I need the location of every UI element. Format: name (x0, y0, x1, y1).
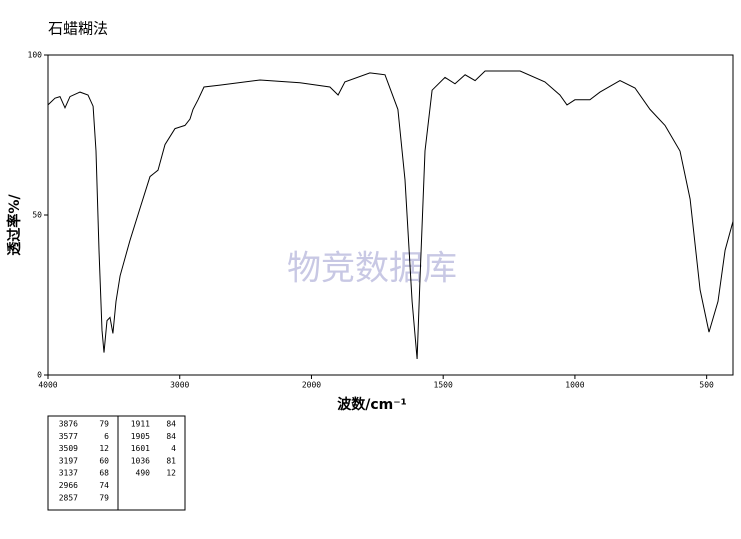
table-cell: 12 (166, 469, 176, 478)
y-tick-label: 100 (28, 51, 43, 60)
table-cell: 84 (166, 432, 176, 441)
table-cell: 3197 (59, 456, 78, 465)
watermark: 物竞数据库 (287, 249, 457, 289)
table-cell: 1905 (131, 432, 150, 441)
table-cell: 84 (166, 420, 176, 429)
peak-table (47, 415, 186, 511)
table-cell: 1601 (131, 444, 150, 453)
table-cell: 79 (99, 493, 109, 502)
plot-frame (47, 54, 734, 376)
table-cell: 4 (171, 444, 176, 453)
y-axis-label: 透过率%/ (6, 194, 23, 256)
table-cell: 490 (136, 469, 151, 478)
table-cell: 81 (166, 456, 176, 465)
table-cell: 68 (99, 469, 109, 478)
table-cell: 1036 (131, 456, 150, 465)
x-tick-label: 500 (699, 381, 714, 390)
y-tick-label: 50 (32, 211, 42, 220)
x-tick-label: 4000 (38, 381, 57, 390)
x-tick-label: 2000 (302, 381, 321, 390)
spectrum-line (47, 70, 734, 360)
table-cell: 79 (99, 420, 109, 429)
table-cell: 2966 (59, 481, 78, 490)
table-cell: 3137 (59, 469, 78, 478)
chart-title: 石蜡糊法 (48, 20, 108, 38)
table-cell: 1911 (131, 420, 150, 429)
table-cell: 3876 (59, 420, 78, 429)
x-tick-label: 3000 (170, 381, 189, 390)
y-tick-label: 0 (37, 371, 42, 380)
x-axis-label: 波数/cm⁻¹ (337, 396, 407, 413)
x-tick-label: 1500 (434, 381, 453, 390)
table-cell: 2857 (59, 493, 78, 502)
table-cell: 12 (99, 444, 109, 453)
table-cell: 3509 (59, 444, 78, 453)
table-cell: 60 (99, 456, 109, 465)
table-cell: 3577 (59, 432, 78, 441)
x-tick-label: 1000 (565, 381, 584, 390)
table-cell: 6 (104, 432, 109, 441)
table-cell: 74 (99, 481, 109, 490)
